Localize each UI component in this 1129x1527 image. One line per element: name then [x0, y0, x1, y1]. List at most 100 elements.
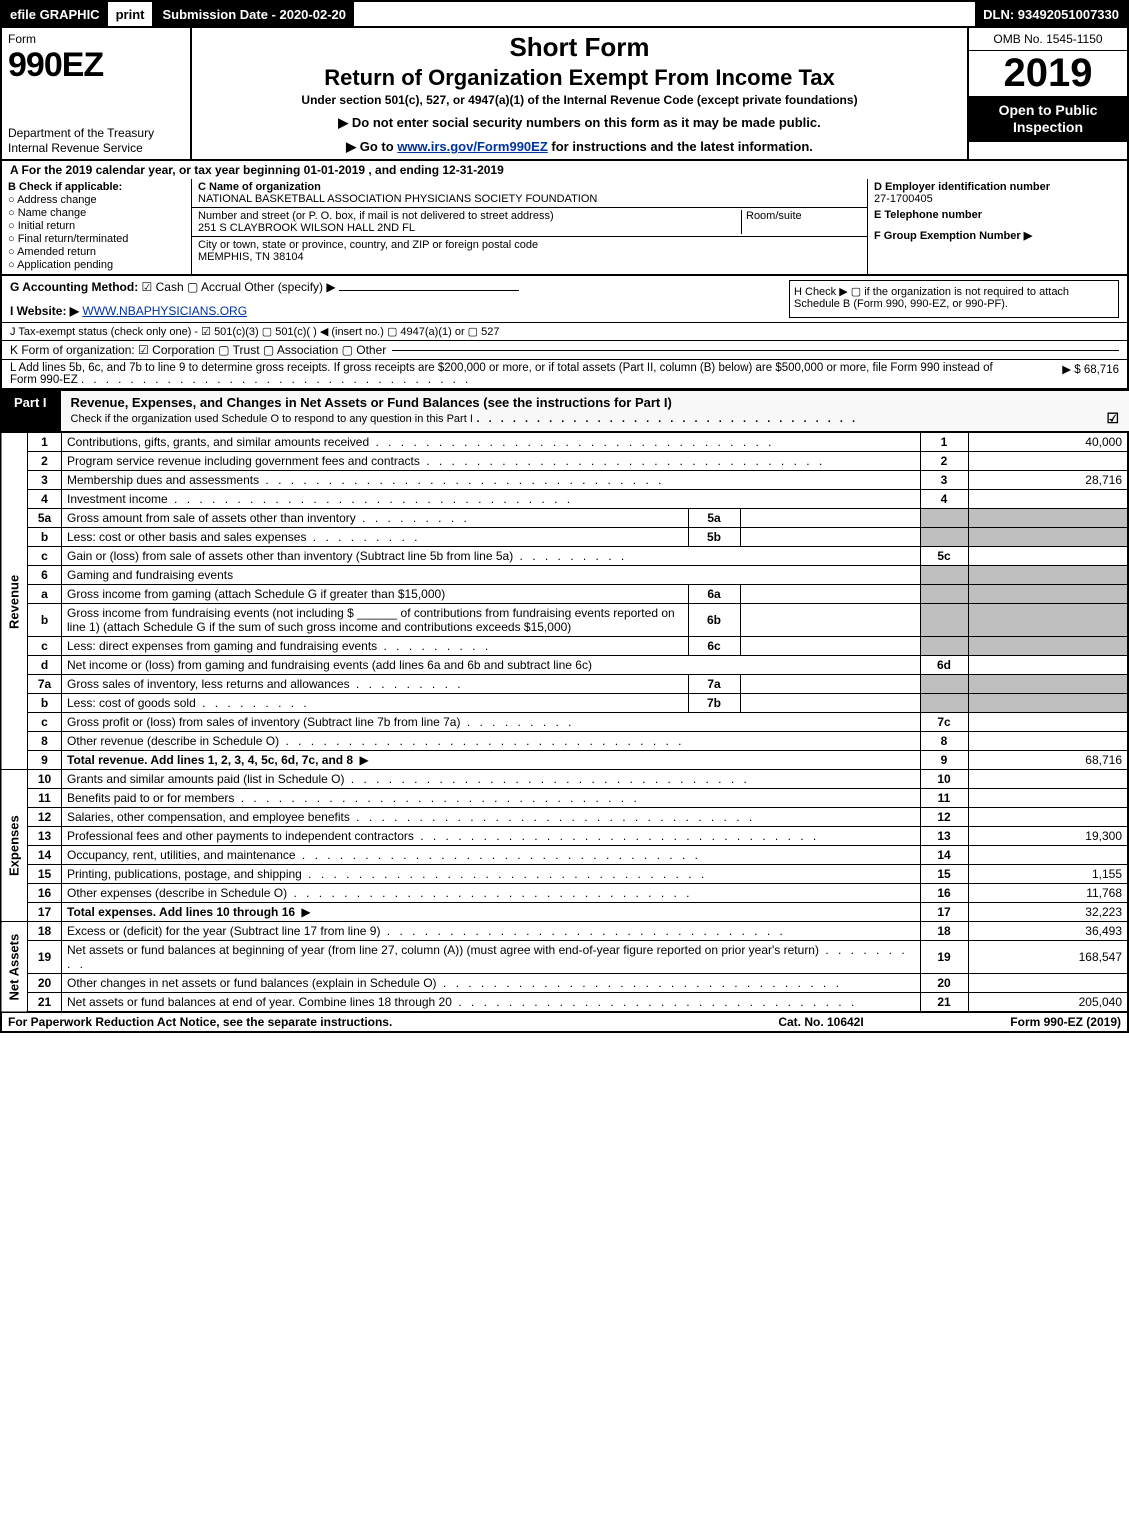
row-6: 6 Gaming and fundraising events: [1, 566, 1128, 585]
r5a-subv: [740, 509, 920, 528]
chk-application-pending[interactable]: Application pending: [8, 259, 185, 271]
g-other-input[interactable]: [339, 290, 519, 291]
chk-final-return[interactable]: Final return/terminated: [8, 233, 185, 245]
row-7b: b Less: cost of goods sold 7b: [1, 694, 1128, 713]
footer-notice: For Paperwork Reduction Act Notice, see …: [8, 1015, 721, 1029]
shade: [968, 528, 1128, 547]
part1-check: ☑: [1106, 410, 1119, 427]
r2-rn: 2: [920, 452, 968, 471]
row-17: 17 Total expenses. Add lines 10 through …: [1, 903, 1128, 922]
shade: [920, 637, 968, 656]
r18-amt: 36,493: [968, 922, 1128, 941]
irs-link[interactable]: www.irs.gov/Form990EZ: [397, 139, 548, 154]
r5c-num: c: [28, 547, 62, 566]
sidelabel-revenue: Revenue: [1, 433, 28, 770]
shade: [920, 585, 968, 604]
r4-num: 4: [28, 490, 62, 509]
row-3: 3 Membership dues and assessments 3 28,7…: [1, 471, 1128, 490]
shade: [920, 694, 968, 713]
part1-title-text: Revenue, Expenses, and Changes in Net As…: [71, 395, 672, 410]
r20-num: 20: [28, 974, 62, 993]
org-name: NATIONAL BASKETBALL ASSOCIATION PHYSICIA…: [198, 193, 861, 205]
part1-label: Part I: [0, 391, 61, 431]
r20-desc: Other changes in net assets or fund bala…: [67, 976, 842, 990]
omb-number: OMB No. 1545-1150: [969, 28, 1127, 51]
r19-amt: 168,547: [968, 941, 1128, 974]
r16-desc: Other expenses (describe in Schedule O): [67, 886, 693, 900]
r7b-sub: 7b: [688, 694, 740, 713]
r2-desc: Program service revenue including govern…: [67, 454, 825, 468]
print-button[interactable]: print: [108, 2, 155, 26]
r10-desc: Grants and similar amounts paid (list in…: [67, 772, 750, 786]
r13-amt: 19,300: [968, 827, 1128, 846]
row-14: 14 Occupancy, rent, utilities, and maint…: [1, 846, 1128, 865]
r2-amt: [968, 452, 1128, 471]
org-city: MEMPHIS, TN 38104: [198, 251, 861, 263]
r3-desc: Membership dues and assessments: [67, 473, 664, 487]
r6d-rn: 6d: [920, 656, 968, 675]
website-link[interactable]: WWW.NBAPHYSICIANS.ORG: [82, 304, 247, 318]
r1-desc: Contributions, gifts, grants, and simila…: [67, 435, 775, 449]
k-other-input[interactable]: [392, 350, 1119, 351]
r17-amt: 32,223: [968, 903, 1128, 922]
row-5b: b Less: cost or other basis and sales ex…: [1, 528, 1128, 547]
arrow-icon: [295, 905, 314, 919]
line-k: K Form of organization: ☑ Corporation ▢ …: [2, 341, 1127, 360]
r7a-desc: Gross sales of inventory, less returns a…: [67, 677, 464, 691]
r11-amt: [968, 789, 1128, 808]
r9-desc: Total revenue. Add lines 1, 2, 3, 4, 5c,…: [67, 753, 353, 767]
r5b-sub: 5b: [688, 528, 740, 547]
c-name-label: C Name of organization: [198, 181, 861, 193]
r21-num: 21: [28, 993, 62, 1013]
ein-label: D Employer identification number: [874, 181, 1121, 193]
header-left: Form 990EZ Department of the Treasury In…: [2, 28, 192, 159]
r14-rn: 14: [920, 846, 968, 865]
r1-amt: 40,000: [968, 433, 1128, 452]
return-title: Return of Organization Exempt From Incom…: [202, 65, 957, 91]
r11-num: 11: [28, 789, 62, 808]
chk-name-change[interactable]: Name change: [8, 207, 185, 219]
row-13: 13 Professional fees and other payments …: [1, 827, 1128, 846]
efile-label: efile GRAPHIC: [2, 2, 108, 26]
row-6b: b Gross income from fundraising events (…: [1, 604, 1128, 637]
r5a-desc: Gross amount from sale of assets other t…: [67, 511, 470, 525]
row-5c: c Gain or (loss) from sale of assets oth…: [1, 547, 1128, 566]
r14-desc: Occupancy, rent, utilities, and maintena…: [67, 848, 701, 862]
org-street: 251 S CLAYBROOK WILSON HALL 2ND FL: [198, 222, 741, 234]
shade: [920, 528, 968, 547]
short-form-title: Short Form: [202, 32, 957, 63]
r16-rn: 16: [920, 884, 968, 903]
col-c: C Name of organization NATIONAL BASKETBA…: [192, 179, 867, 274]
r6a-sub: 6a: [688, 585, 740, 604]
r15-desc: Printing, publications, postage, and shi…: [67, 867, 707, 881]
ein-value: 27-1700405: [874, 193, 1121, 205]
r19-desc: Net assets or fund balances at beginning…: [67, 943, 908, 971]
r18-num: 18: [28, 922, 62, 941]
shade: [968, 694, 1128, 713]
chk-address-change[interactable]: Address change: [8, 194, 185, 206]
r9-amt: 68,716: [968, 751, 1128, 770]
r13-rn: 13: [920, 827, 968, 846]
r6c-desc: Less: direct expenses from gaming and fu…: [67, 639, 491, 653]
row-2: 2 Program service revenue including gove…: [1, 452, 1128, 471]
row-1: Revenue 1 Contributions, gifts, grants, …: [1, 433, 1128, 452]
chk-initial-return[interactable]: Initial return: [8, 220, 185, 232]
r5b-num: b: [28, 528, 62, 547]
r17-desc: Total expenses. Add lines 10 through 16: [67, 905, 295, 919]
r12-desc: Salaries, other compensation, and employ…: [67, 810, 755, 824]
r8-rn: 8: [920, 732, 968, 751]
r7c-rn: 7c: [920, 713, 968, 732]
row-7a: 7a Gross sales of inventory, less return…: [1, 675, 1128, 694]
r6a-subv: [740, 585, 920, 604]
dots: [477, 413, 859, 425]
header-mid: Short Form Return of Organization Exempt…: [192, 28, 967, 159]
spacer: [354, 2, 975, 26]
r19-rn: 19: [920, 941, 968, 974]
row-10: Expenses 10 Grants and similar amounts p…: [1, 770, 1128, 789]
r16-num: 16: [28, 884, 62, 903]
chk-amended-return[interactable]: Amended return: [8, 246, 185, 258]
r17-num: 17: [28, 903, 62, 922]
row-20: 20 Other changes in net assets or fund b…: [1, 974, 1128, 993]
line-j: J Tax-exempt status (check only one) - ☑…: [2, 323, 1127, 341]
row-5a: 5a Gross amount from sale of assets othe…: [1, 509, 1128, 528]
